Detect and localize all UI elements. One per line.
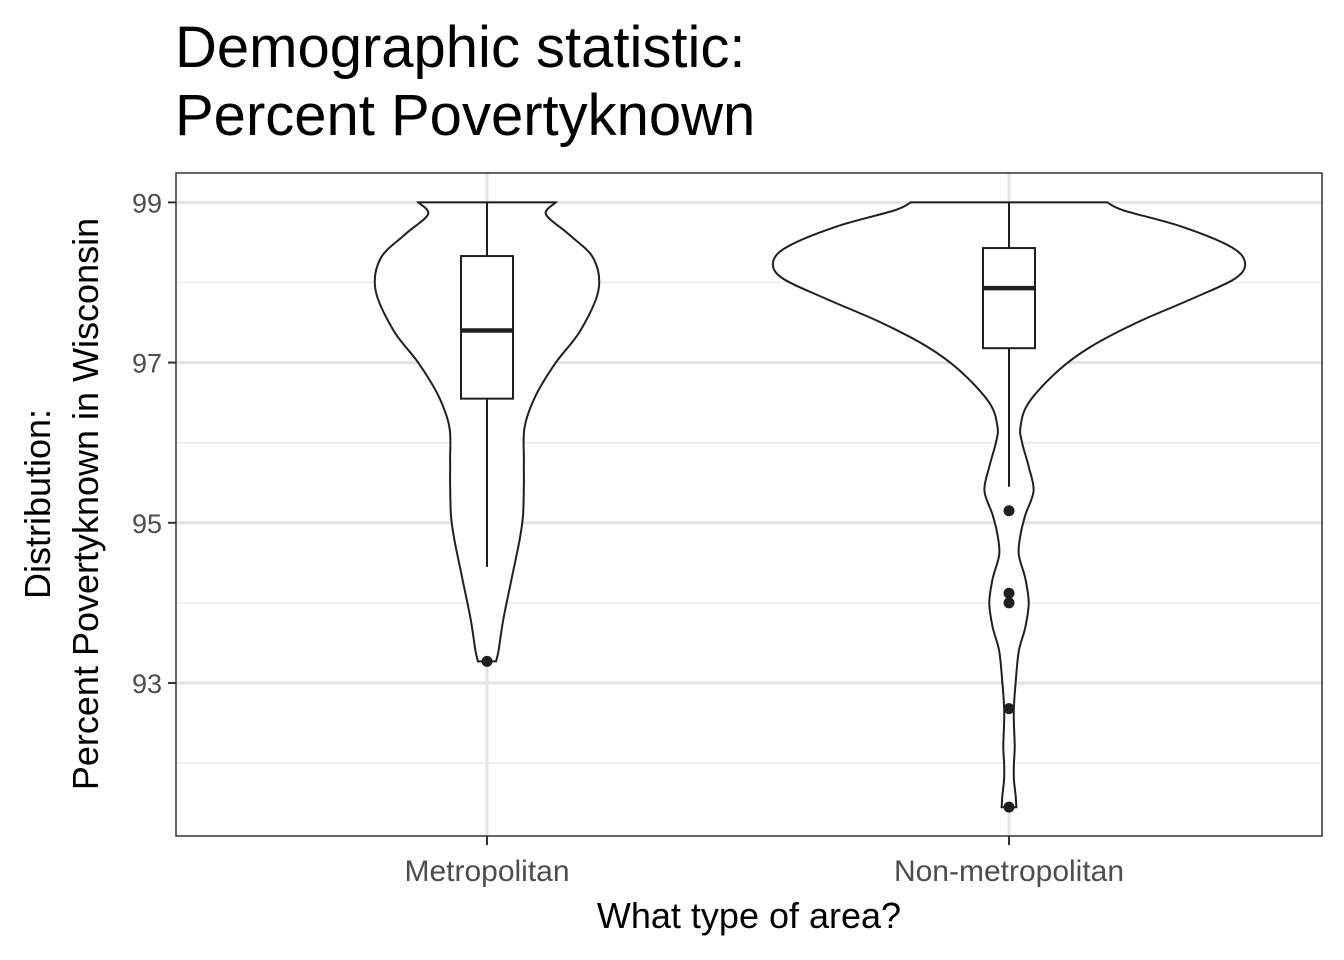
- x-tick-label: Non-metropolitan: [894, 855, 1124, 888]
- x-axis: Metropolitan Non-metropolitan: [404, 836, 1124, 888]
- y-tick-label: 97: [132, 349, 162, 379]
- y-axis-title-line-1: Distribution:: [17, 409, 58, 599]
- y-tick-label: 95: [132, 509, 162, 539]
- plot-panel-border: [175, 172, 1323, 837]
- outlier-point: [1003, 801, 1015, 813]
- outlier-point: [481, 655, 493, 667]
- box-iqr: [982, 247, 1036, 350]
- outlier-point: [1003, 505, 1015, 517]
- violin-group-non-metropolitan: [771, 201, 1247, 813]
- violin-group-metropolitan: [373, 201, 601, 667]
- box-iqr: [460, 255, 514, 400]
- y-tick-label: 93: [132, 669, 162, 699]
- outlier-point: [1003, 597, 1015, 609]
- chart-title-line-2: Percent Povertyknown: [175, 83, 756, 148]
- x-tick-label: Metropolitan: [404, 855, 569, 888]
- outlier-point: [1003, 587, 1015, 599]
- y-axis-title-line-2: Percent Povertyknown in Wisconsin: [65, 218, 106, 790]
- violin-shape: [771, 201, 1247, 809]
- chart-title: Demographic statistic: Percent Povertykn…: [175, 14, 755, 150]
- y-axis: 93 95 97 99: [132, 188, 176, 699]
- violins: [373, 201, 1247, 813]
- outlier-point: [1003, 703, 1015, 715]
- chart-title-line-1: Demographic statistic:: [175, 15, 746, 80]
- x-axis-title: What type of area?: [597, 895, 901, 936]
- y-tick-label: 99: [132, 188, 162, 218]
